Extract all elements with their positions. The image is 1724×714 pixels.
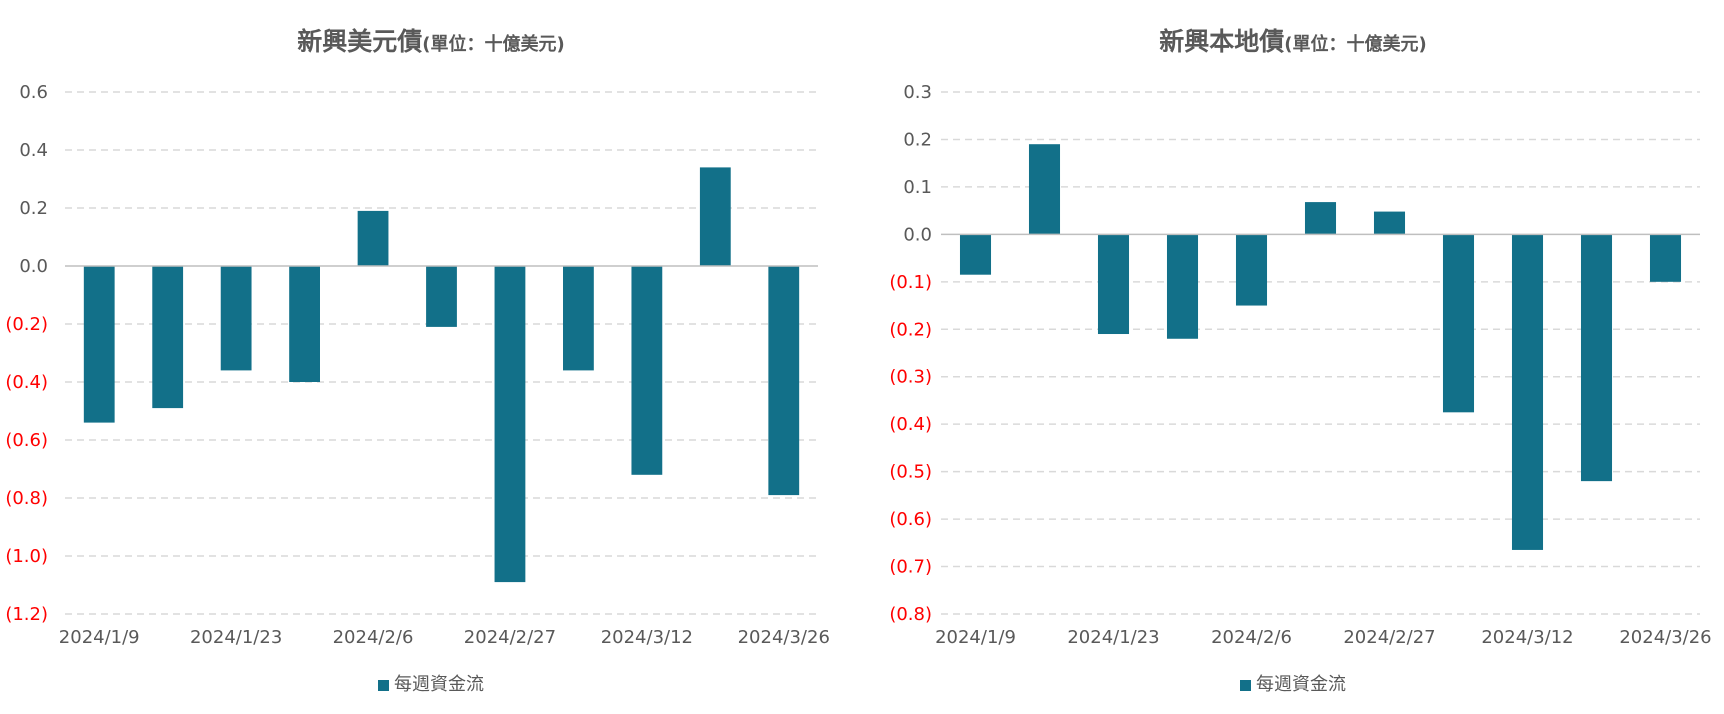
y-tick-label: (0.8) [5,488,48,509]
x-tick-label: 2024/3/26 [738,627,830,648]
y-tick-label: 0.3 [903,82,932,103]
y-tick-label: 0.6 [19,82,48,103]
y-tick-label: 0.2 [19,198,48,219]
bar-2024/2/27 [494,266,526,583]
legend-label: 每週資金流 [1256,674,1346,695]
y-tick-label: (0.1) [889,272,932,293]
y-tick-label: 0.4 [19,140,48,161]
y-tick-label: (0.8) [889,604,932,625]
y-tick-label: 0.0 [19,256,48,277]
chart-em-usd-bond: 新興美元債(單位：十億美元) 0.6 0.4 0.2 0.0 (0.2) (0.4) (0.… [0,22,862,696]
x-tick-label: 2024/3/12 [601,627,693,648]
bar-2024/1/9 [83,266,115,423]
y-tick-label: (0.6) [5,430,48,451]
plot-area: 0.6 0.4 0.2 0.0 (0.2) (0.4) (0.6) (0.8) (1.0) (1.… [5,82,830,648]
y-tick-label: (0.6) [889,509,932,530]
y-tick-label: (0.5) [889,462,932,483]
y-tick-label: (0.2) [5,314,48,335]
x-tick-label: 2024/1/23 [190,627,282,648]
bar-2024/3/19 [699,167,731,266]
bar-2024/3/19 [1580,234,1613,482]
bar-2024/1/23 [1097,234,1130,335]
bar-2024/1/30 [1166,234,1199,339]
legend-label: 每週資金流 [394,674,484,695]
x-tick-label: 2024/2/27 [464,627,556,648]
bar-2024/3/5 [1442,234,1475,413]
x-tick-label: 2024/1/9 [59,627,140,648]
chart-title: 新興美元債(單位：十億美元) [0,22,862,58]
bar-2024/1/9 [959,234,992,275]
legend: 每週資金流 [862,670,1724,696]
y-tick-label: (1.2) [5,604,48,625]
bar-2024/1/16 [1028,144,1061,235]
bar-2024/3/12 [631,266,663,475]
y-tick-label: (0.4) [889,414,932,435]
bar-2024/1/23 [220,266,252,371]
chart-title-main: 新興本地債 [1159,27,1285,56]
bar-2024/1/30 [289,266,320,382]
legend-swatch [378,680,389,691]
bar-2024/2/27 [1373,211,1406,235]
bar-2024/2/6 [357,210,389,266]
x-tick-label: 2024/2/6 [333,627,414,648]
x-tick-label: 2024/1/23 [1067,627,1159,648]
y-tick-label: (1.0) [5,546,48,567]
bar-2024/2/6 [1235,234,1268,306]
y-tick-label: (0.7) [889,557,932,578]
y-tick-label: (0.3) [889,367,932,388]
y-tick-label: 0.1 [903,177,932,198]
chart-em-local-bond: 新興本地債(單位：十億美元) 0.3 0.2 0.1 0.0 (0.1) (0.2) (0.… [862,0,1724,714]
y-tick-label: (0.2) [889,319,932,340]
x-tick-label: 2024/2/27 [1343,627,1435,648]
bar-2024/3/26 [768,266,800,496]
y-tick-label: 0.2 [903,129,932,150]
x-tick-label: 2024/1/9 [935,627,1016,648]
chart-title: 新興本地債(單位：十億美元) [862,22,1724,58]
x-tick-label: 2024/2/6 [1211,627,1292,648]
y-tick-label: (0.4) [5,372,48,393]
legend: 每週資金流 [0,670,862,696]
y-tick-label: 0.0 [903,224,932,245]
x-tick-label: 2024/3/12 [1481,627,1573,648]
chart-title-main: 新興美元債 [297,27,423,56]
chart-title-unit: (單位：十億美元) [1284,34,1427,55]
bar-2024/2/20 [1304,202,1337,235]
x-tick-label: 2024/3/26 [1619,627,1711,648]
bar-2024/3/12 [1511,234,1544,550]
chart-title-unit: (單位：十億美元) [422,34,565,55]
bar-2024/3/5 [563,266,594,371]
legend-swatch [1240,680,1251,691]
bar-2024/2/20 [426,266,457,327]
bar-2024/3/26 [1649,234,1682,282]
bar-2024/1/16 [152,266,184,409]
plot-area: 0.3 0.2 0.1 0.0 (0.1) (0.2) (0.3) (0.4) (0.5) (0.… [889,82,1711,648]
